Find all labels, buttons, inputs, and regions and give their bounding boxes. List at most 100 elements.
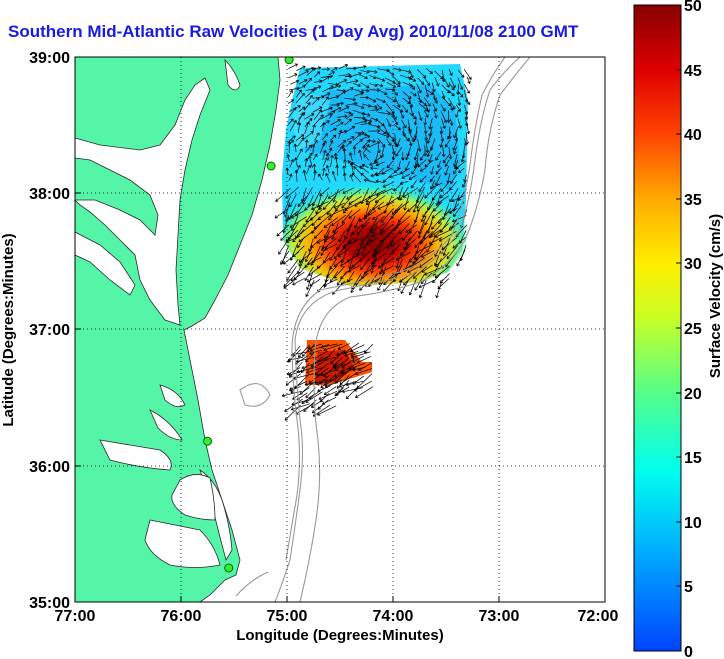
velocity-vector bbox=[343, 200, 353, 214]
velocity-vector bbox=[424, 133, 428, 141]
velocity-vector bbox=[433, 96, 438, 104]
velocity-vector bbox=[301, 363, 315, 370]
velocity-vector bbox=[346, 136, 355, 141]
velocity-vector bbox=[317, 385, 331, 393]
velocity-vector bbox=[328, 207, 346, 217]
velocity-vector bbox=[306, 273, 322, 283]
radar-station-marker bbox=[284, 57, 294, 65]
velocity-vector bbox=[380, 216, 393, 233]
velocity-vector bbox=[337, 90, 346, 97]
radar-station-marker bbox=[266, 161, 276, 171]
velocity-vector bbox=[336, 237, 347, 251]
velocity-vector bbox=[402, 97, 411, 105]
velocity-vector bbox=[446, 245, 459, 260]
velocity-vector bbox=[311, 144, 316, 154]
velocity-vector bbox=[443, 208, 458, 216]
velocity-vector bbox=[386, 95, 397, 103]
velocity-vector bbox=[423, 125, 428, 134]
velocity-vector bbox=[408, 138, 413, 147]
velocity-vector bbox=[329, 110, 335, 119]
x-tick-label: 74:00 bbox=[373, 608, 414, 625]
velocity-vector bbox=[289, 135, 296, 141]
velocity-vector bbox=[305, 77, 312, 86]
isobath-lines bbox=[235, 57, 531, 602]
velocity-vector bbox=[330, 118, 341, 126]
velocity-vector bbox=[451, 194, 465, 203]
velocity-vector bbox=[363, 264, 377, 275]
velocity-vector bbox=[333, 362, 350, 370]
velocity-vector bbox=[297, 195, 307, 207]
velocity-vector bbox=[336, 270, 347, 286]
velocity-vector bbox=[322, 92, 331, 98]
velocity-vector bbox=[334, 156, 339, 167]
velocity-vector bbox=[360, 172, 371, 182]
velocity-vector bbox=[289, 216, 307, 228]
velocity-vector bbox=[424, 207, 435, 226]
velocity-vector bbox=[304, 113, 315, 120]
velocity-vector bbox=[301, 343, 316, 357]
velocity-vector bbox=[344, 97, 356, 102]
velocity-vector bbox=[289, 105, 301, 112]
velocity-vector bbox=[440, 182, 449, 193]
velocity-vector bbox=[360, 132, 368, 137]
y-tick-label: 38:00 bbox=[29, 186, 70, 203]
velocity-vector bbox=[350, 351, 371, 359]
velocity-vector bbox=[331, 214, 347, 226]
velocity-vector bbox=[418, 182, 426, 193]
velocity-vector bbox=[374, 154, 385, 163]
velocity-vector bbox=[412, 266, 427, 279]
velocity-vector bbox=[344, 201, 362, 211]
velocity-vector bbox=[330, 134, 337, 141]
x-tick-label: 76:00 bbox=[161, 608, 202, 625]
x-tick-label: 75:00 bbox=[267, 608, 308, 625]
velocity-vector bbox=[402, 187, 419, 198]
velocity-vector bbox=[435, 174, 441, 186]
y-tick-label: 39:00 bbox=[29, 50, 70, 67]
velocity-vector bbox=[442, 76, 450, 88]
velocity-vector bbox=[439, 189, 451, 199]
velocity-vector bbox=[448, 68, 453, 76]
velocity-vector bbox=[295, 356, 316, 363]
velocity-vector bbox=[317, 405, 337, 416]
velocity-vector bbox=[377, 201, 395, 210]
velocity-vector bbox=[431, 217, 442, 230]
velocity-vector bbox=[306, 256, 322, 266]
x-tick-label: 77:00 bbox=[55, 608, 96, 625]
velocity-vector bbox=[297, 112, 304, 125]
velocity-vector bbox=[429, 175, 436, 183]
velocity-vector bbox=[354, 217, 361, 229]
velocity-vector bbox=[282, 251, 299, 265]
velocity-vector bbox=[448, 82, 455, 91]
velocity-vector bbox=[448, 222, 460, 231]
velocity-vector bbox=[322, 150, 327, 161]
velocity-vector bbox=[428, 237, 443, 245]
velocity-vector bbox=[344, 87, 354, 93]
velocity-vector bbox=[370, 215, 385, 230]
velocity-vector bbox=[340, 257, 354, 267]
velocity-vector bbox=[386, 82, 397, 88]
velocity-vector bbox=[344, 74, 353, 79]
velocity-vector bbox=[430, 166, 434, 175]
velocity-vector bbox=[344, 110, 352, 115]
velocity-vector bbox=[304, 131, 314, 139]
velocity-vector bbox=[391, 203, 403, 215]
velocity-vector bbox=[298, 106, 306, 112]
velocity-vector bbox=[367, 97, 377, 103]
velocity-vector bbox=[449, 103, 454, 111]
velocity-vector bbox=[295, 92, 305, 104]
velocity-vector bbox=[378, 258, 386, 275]
velocity-vector bbox=[362, 145, 371, 153]
x-tick-label: 73:00 bbox=[479, 608, 520, 625]
velocity-vector bbox=[417, 69, 427, 79]
velocity-vector bbox=[339, 380, 357, 388]
velocity-vector bbox=[417, 223, 425, 239]
colorbar-tick-label: 15 bbox=[684, 450, 702, 467]
velocity-vector bbox=[326, 153, 330, 161]
velocity-vector bbox=[345, 381, 364, 387]
velocity-vector bbox=[305, 208, 316, 223]
velocity-vector bbox=[308, 373, 322, 384]
velocity-vector bbox=[448, 89, 455, 97]
velocity-vector bbox=[365, 196, 379, 206]
velocity-vector bbox=[323, 230, 339, 243]
velocity-vector bbox=[377, 258, 395, 269]
